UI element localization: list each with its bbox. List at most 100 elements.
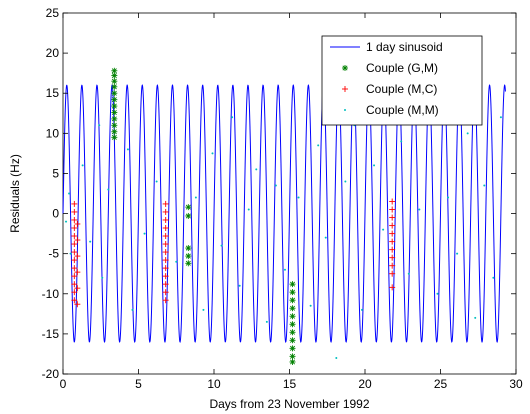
- data-point: [483, 184, 486, 187]
- marker-stroke: [111, 134, 117, 140]
- data-point: [274, 184, 277, 187]
- data-point: [231, 116, 234, 119]
- y-axis-label: Residuals (Hz): [8, 154, 22, 233]
- data-point: [238, 284, 241, 287]
- data-point: [335, 356, 338, 359]
- data-point: [265, 320, 268, 323]
- data-point: [289, 345, 296, 352]
- data-point: [309, 304, 312, 307]
- data-point: [324, 236, 327, 239]
- data-point: [162, 233, 169, 240]
- data-point: [162, 200, 169, 207]
- data-point: [202, 308, 205, 311]
- data-point: [407, 272, 410, 275]
- data-point: [162, 216, 169, 223]
- legend-entries: 1 day sinusoid Couple (G,M) Couple (M,C) Co…: [330, 40, 443, 117]
- marker-stroke: [111, 84, 117, 90]
- data-point: [111, 67, 118, 74]
- data-point: [74, 269, 81, 276]
- marker-stroke: [111, 68, 117, 74]
- data-point: [74, 237, 81, 244]
- data-point: [111, 90, 118, 97]
- legend: 1 day sinusoid Couple (G,M) Couple (M,C) Co…: [321, 35, 483, 126]
- data-point: [162, 289, 169, 296]
- data-point: [71, 257, 78, 264]
- data-point: [289, 321, 296, 328]
- data-point: [185, 212, 192, 219]
- x-tick-label: 15: [283, 377, 297, 391]
- y-tick-label: 10: [46, 126, 60, 140]
- data-point: [389, 222, 396, 229]
- data-point: [389, 262, 396, 269]
- data-point: [389, 230, 396, 237]
- axis-layer: 0 5 10 15 20 25 30 -20 -15 -10 -5 0 5 10 15 20 25: [42, 6, 523, 391]
- marker-stroke: [111, 122, 117, 128]
- series-couple-m-m: [65, 108, 502, 359]
- marker-stroke: [342, 65, 348, 71]
- data-point: [71, 265, 78, 272]
- legend-label: 1 day sinusoid: [366, 40, 443, 54]
- data-point: [111, 115, 118, 122]
- series-couple-m-c: [71, 198, 396, 308]
- data-point: [185, 245, 192, 252]
- data-point: [474, 316, 477, 319]
- data-point: [126, 148, 129, 151]
- legend-entry: Couple (G,M): [342, 61, 438, 75]
- data-point: [185, 253, 192, 260]
- y-tick-label: -15: [42, 327, 60, 341]
- data-point: [71, 216, 78, 223]
- data-point: [389, 238, 396, 245]
- marker-stroke: [290, 305, 296, 311]
- data-point: [247, 208, 250, 211]
- data-point: [71, 233, 78, 240]
- data-point: [466, 132, 469, 135]
- y-tick-label: 0: [52, 207, 59, 221]
- marker-stroke: [290, 313, 296, 319]
- y-tick-label: -20: [42, 367, 60, 381]
- legend-box: [321, 35, 483, 126]
- data-point: [317, 144, 320, 147]
- data-point: [111, 109, 118, 116]
- marker-stroke: [185, 245, 191, 251]
- data-point: [499, 116, 502, 119]
- data-point: [389, 206, 396, 213]
- legend-entry: Couple (M,M): [344, 103, 439, 117]
- data-point: [194, 196, 197, 199]
- data-point: [71, 241, 78, 248]
- data-point: [373, 164, 376, 167]
- data-point: [162, 297, 169, 304]
- marker-stroke: [111, 109, 117, 115]
- data-point: [111, 103, 118, 110]
- data-point: [111, 122, 118, 129]
- y-tick-label: -10: [42, 287, 60, 301]
- data-point: [389, 254, 396, 261]
- data-point: [389, 198, 396, 205]
- data-point: [162, 241, 169, 248]
- series-line-sinusoid: [62, 84, 506, 344]
- data-point: [89, 240, 92, 243]
- data-point: [255, 168, 258, 171]
- data-point: [65, 220, 68, 223]
- x-tick-label: 5: [135, 377, 142, 391]
- data-point: [162, 224, 169, 231]
- legend-swatch-marker: [342, 86, 348, 92]
- marker-stroke: [111, 103, 117, 109]
- marker-stroke: [290, 337, 296, 343]
- data-point: [289, 313, 296, 320]
- legend-label: Couple (M,M): [366, 103, 439, 117]
- x-axis-label: Days from 23 November 1992: [209, 397, 369, 411]
- data-point: [162, 273, 169, 280]
- data-point: [69, 252, 72, 255]
- marker-stroke: [185, 213, 191, 219]
- data-point: [71, 289, 78, 296]
- y-tick-label: 5: [52, 166, 59, 180]
- data-point: [185, 260, 192, 267]
- y-tick-label: 25: [46, 6, 60, 20]
- data-point: [143, 232, 146, 235]
- data-point: [71, 200, 78, 207]
- y-tick-label: -5: [48, 247, 59, 261]
- data-point: [220, 244, 223, 247]
- data-point: [107, 188, 110, 191]
- x-tick-label: 10: [207, 377, 221, 391]
